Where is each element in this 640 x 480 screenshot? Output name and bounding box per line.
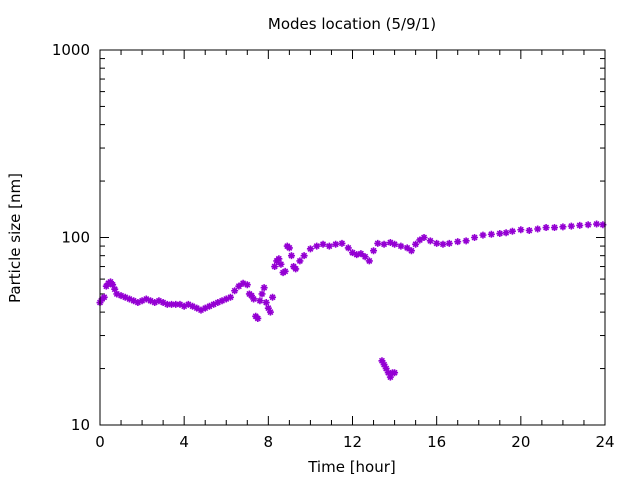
data-point — [244, 281, 251, 288]
data-point — [269, 294, 276, 301]
data-point — [526, 227, 533, 234]
data-point — [593, 221, 600, 228]
data-point — [427, 237, 434, 244]
data-point — [517, 226, 524, 233]
data-point — [254, 315, 261, 322]
data-point — [288, 252, 295, 259]
data-point — [307, 245, 314, 252]
data-point — [454, 238, 461, 245]
chart-title: Modes location (5/9/1) — [268, 15, 436, 33]
data-point — [534, 226, 541, 233]
data-point — [261, 284, 268, 291]
x-tick-label: 20 — [511, 433, 530, 451]
x-axis-label: Time [hour] — [307, 458, 396, 476]
data-point — [286, 244, 293, 251]
data-point — [366, 257, 373, 264]
data-point — [446, 240, 453, 247]
data-point — [509, 228, 516, 235]
data-point — [250, 295, 257, 302]
y-tick-label: 100 — [61, 229, 90, 247]
data-point — [496, 230, 503, 237]
y-tick-label: 10 — [71, 416, 90, 434]
data-point — [397, 243, 404, 250]
data-point — [543, 224, 550, 231]
data-point — [559, 223, 566, 230]
scatter-chart: Modes location (5/9/1) Particle size [nm… — [0, 0, 640, 480]
data-point — [370, 247, 377, 254]
data-point — [551, 224, 558, 231]
data-point — [503, 229, 510, 236]
data-point — [568, 223, 575, 230]
y-tick-label: 1000 — [52, 41, 90, 59]
plot-frame — [100, 50, 605, 425]
x-tick-label: 24 — [595, 433, 614, 451]
y-axis-label: Particle size [nm] — [6, 173, 24, 303]
data-point — [259, 290, 266, 297]
data-point — [479, 232, 486, 239]
data-point — [320, 241, 327, 248]
data-point — [576, 222, 583, 229]
data-point — [391, 241, 398, 248]
data-point — [374, 240, 381, 247]
data-point — [338, 240, 345, 247]
data-point — [488, 231, 495, 238]
x-tick-label: 16 — [427, 433, 446, 451]
data-point — [439, 241, 446, 248]
x-tick-label: 8 — [264, 433, 274, 451]
x-tick-label: 0 — [95, 433, 105, 451]
data-point — [463, 237, 470, 244]
x-tick-label: 4 — [179, 433, 189, 451]
data-point — [433, 240, 440, 247]
data-points — [97, 221, 607, 381]
data-point — [585, 221, 592, 228]
data-point — [471, 234, 478, 241]
data-point — [381, 241, 388, 248]
data-point — [256, 297, 263, 304]
data-point — [326, 243, 333, 250]
data-point — [332, 241, 339, 248]
x-tick-label: 12 — [343, 433, 362, 451]
data-point — [313, 243, 320, 250]
